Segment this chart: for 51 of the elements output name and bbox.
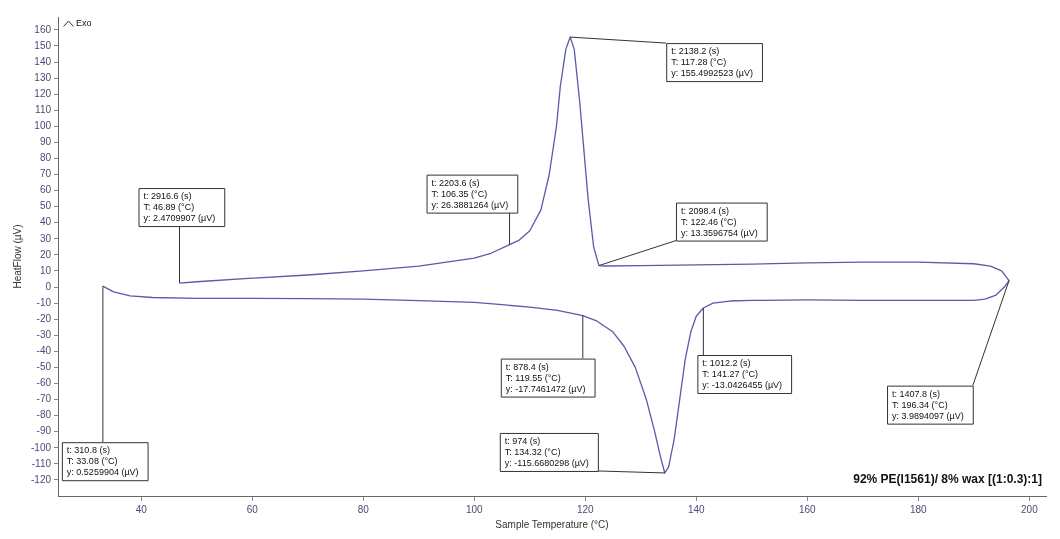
y-tick-label: 100	[34, 120, 52, 132]
y-tick-label: 60	[39, 184, 52, 196]
x-tick-label: 60	[246, 503, 259, 515]
y-tick-label: -20	[36, 312, 52, 324]
annotation: t: 878.4 (s) T: 119.55 (°C) y: -17.7461472 (µV)	[505, 361, 586, 394]
y-tick-label: 30	[39, 232, 52, 244]
y-tick-label: 160	[34, 23, 52, 35]
annotation: t: 2098.4 (s) T: 122.46 (°C) y: 13.3596754 (µV)	[680, 205, 758, 238]
y-axis-title: HeatFlow (µV)	[11, 224, 23, 289]
x-axis-title: Sample Temperature (°C)	[495, 518, 609, 530]
annotation: 92% PE(I1561)/ 8% wax [(1:0.3):1]	[853, 472, 1042, 487]
y-tick-label: -110	[31, 457, 52, 469]
y-tick-label: 80	[39, 152, 52, 164]
y-tick-label: 150	[34, 39, 52, 51]
annotation: t: 2203.6 (s) T: 106.35 (°C) y: 26.3881264 (µV)	[431, 177, 509, 210]
y-tick-label: 90	[39, 136, 52, 148]
y-tick-label: -120	[31, 473, 52, 485]
y-tick-label: 140	[34, 55, 52, 67]
y-tick-label: -70	[36, 393, 52, 405]
annotation: Exo	[76, 17, 92, 28]
annotation: t: 1407.8 (s) T: 196.34 (°C) y: 3.9894097 (µV)	[892, 388, 964, 421]
x-tick-label: 80	[357, 503, 370, 515]
y-tick-label: 0	[45, 280, 52, 292]
y-tick-label: -40	[36, 345, 52, 357]
x-tick-label: 200	[1021, 503, 1039, 515]
y-tick-label: -100	[31, 441, 52, 453]
y-tick-label: 40	[39, 216, 52, 228]
y-tick-label: 120	[34, 87, 52, 99]
y-tick-label: 20	[39, 248, 52, 260]
y-tick-label: 50	[39, 200, 52, 212]
y-tick-label: -80	[36, 409, 52, 421]
annotation: t: 310.8 (s) T: 33.08 (°C) y: 0.5259904 (µV)	[66, 445, 139, 478]
x-tick-label: 180	[910, 503, 928, 515]
y-tick-label: 130	[34, 71, 52, 83]
y-tick-label: -50	[36, 361, 52, 373]
annotation: t: 2138.2 (s) T: 117.28 (°C) y: 155.4992523 (µV)	[671, 46, 753, 79]
annotation: t: 1012.2 (s) T: 141.27 (°C) y: -13.0426455 (µV)	[702, 357, 783, 390]
annotation: t: 2916.6 (s) T: 46.89 (°C) y: 2.4709907 (µV)	[143, 191, 216, 224]
y-tick-label: -10	[36, 296, 52, 308]
y-tick-label: 110	[35, 103, 52, 115]
x-tick-label: 160	[798, 503, 817, 515]
annotation: t: 974 (s) T: 134.32 (°C) y: -115.6680298 (µV)	[504, 435, 589, 468]
y-tick-label: -60	[36, 377, 52, 389]
y-tick-label: 10	[39, 264, 52, 276]
x-tick-label: 140	[687, 503, 706, 515]
x-tick-label: 120	[576, 503, 595, 515]
y-tick-label: -90	[36, 425, 52, 437]
y-tick-label: 70	[39, 168, 52, 180]
y-tick-label: -30	[36, 329, 52, 341]
x-tick-label: 100	[465, 503, 484, 515]
x-tick-label: 40	[135, 503, 148, 515]
